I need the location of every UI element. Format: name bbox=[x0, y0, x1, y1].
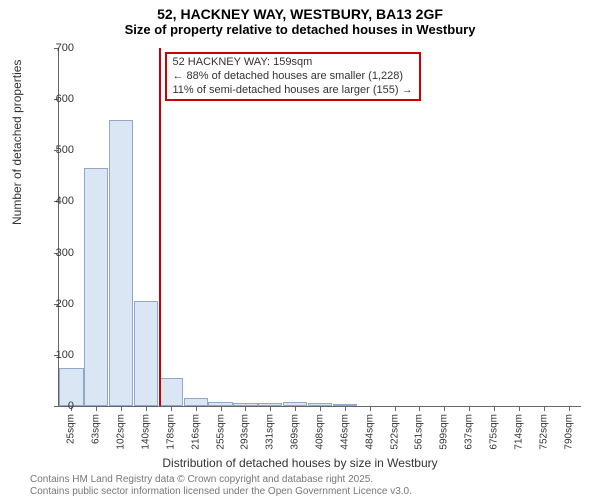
xtick-mark bbox=[544, 406, 545, 411]
xtick-label: 408sqm bbox=[315, 414, 326, 450]
ytick-label: 700 bbox=[56, 42, 74, 54]
xtick-label: 331sqm bbox=[265, 414, 276, 450]
xtick-mark bbox=[395, 406, 396, 411]
plot-area: 25sqm63sqm102sqm140sqm178sqm216sqm255sqm… bbox=[58, 48, 581, 407]
xtick-label: 255sqm bbox=[215, 414, 226, 450]
xtick-mark bbox=[494, 406, 495, 411]
xtick-mark bbox=[245, 406, 246, 411]
ytick-label: 0 bbox=[68, 400, 74, 412]
xtick-label: 178sqm bbox=[165, 414, 176, 450]
xtick-mark bbox=[370, 406, 371, 411]
xtick-mark bbox=[221, 406, 222, 411]
y-axis-label: Number of detached properties bbox=[10, 60, 24, 225]
ytick-label: 600 bbox=[56, 93, 74, 105]
ytick-label: 500 bbox=[56, 144, 74, 156]
ytick-label: 100 bbox=[56, 349, 74, 361]
ytick-mark bbox=[54, 406, 59, 407]
ytick-label: 400 bbox=[56, 195, 74, 207]
bar bbox=[184, 398, 208, 406]
xtick-label: 216sqm bbox=[190, 414, 201, 450]
xtick-label: 637sqm bbox=[464, 414, 475, 450]
footer-line1: Contains HM Land Registry data © Crown c… bbox=[30, 474, 412, 486]
xtick-label: 102sqm bbox=[116, 414, 127, 450]
xtick-mark bbox=[121, 406, 122, 411]
xtick-mark bbox=[569, 406, 570, 411]
xtick-mark bbox=[320, 406, 321, 411]
xtick-label: 752sqm bbox=[538, 414, 549, 450]
xtick-mark bbox=[96, 406, 97, 411]
xtick-label: 369sqm bbox=[290, 414, 301, 450]
xtick-label: 714sqm bbox=[513, 414, 524, 450]
footer-line2: Contains public sector information licen… bbox=[30, 486, 412, 498]
xtick-mark bbox=[519, 406, 520, 411]
annotation-line3: 11% of semi-detached houses are larger (… bbox=[173, 84, 413, 98]
bar bbox=[134, 301, 158, 406]
ytick-label: 300 bbox=[56, 247, 74, 259]
bar bbox=[109, 120, 133, 406]
bar bbox=[159, 378, 183, 406]
marker-line bbox=[159, 48, 161, 406]
xtick-mark bbox=[295, 406, 296, 411]
xtick-mark bbox=[345, 406, 346, 411]
xtick-mark bbox=[469, 406, 470, 411]
xtick-label: 561sqm bbox=[414, 414, 425, 450]
annotation-line2: ← 88% of detached houses are smaller (1,… bbox=[173, 70, 413, 84]
xtick-mark bbox=[196, 406, 197, 411]
xtick-mark bbox=[444, 406, 445, 411]
xtick-label: 599sqm bbox=[439, 414, 450, 450]
xtick-label: 790sqm bbox=[563, 414, 574, 450]
chart-container: 52, HACKNEY WAY, WESTBURY, BA13 2GF Size… bbox=[0, 0, 600, 500]
xtick-label: 25sqm bbox=[66, 414, 77, 444]
annotation-box: 52 HACKNEY WAY: 159sqm← 88% of detached … bbox=[165, 52, 421, 101]
footer-attribution: Contains HM Land Registry data © Crown c… bbox=[30, 474, 412, 498]
xtick-label: 140sqm bbox=[141, 414, 152, 450]
xtick-mark bbox=[146, 406, 147, 411]
annotation-line1: 52 HACKNEY WAY: 159sqm bbox=[173, 56, 413, 70]
xtick-label: 63sqm bbox=[91, 414, 102, 444]
chart-subtitle: Size of property relative to detached ho… bbox=[0, 22, 600, 37]
xtick-mark bbox=[171, 406, 172, 411]
chart-title: 52, HACKNEY WAY, WESTBURY, BA13 2GF bbox=[0, 0, 600, 22]
xtick-label: 446sqm bbox=[339, 414, 350, 450]
x-axis-label: Distribution of detached houses by size … bbox=[0, 456, 600, 470]
xtick-mark bbox=[270, 406, 271, 411]
xtick-mark bbox=[419, 406, 420, 411]
xtick-label: 484sqm bbox=[364, 414, 375, 450]
bar bbox=[84, 168, 108, 406]
xtick-label: 522sqm bbox=[389, 414, 400, 450]
xtick-label: 293sqm bbox=[240, 414, 251, 450]
xtick-label: 675sqm bbox=[489, 414, 500, 450]
ytick-label: 200 bbox=[56, 298, 74, 310]
